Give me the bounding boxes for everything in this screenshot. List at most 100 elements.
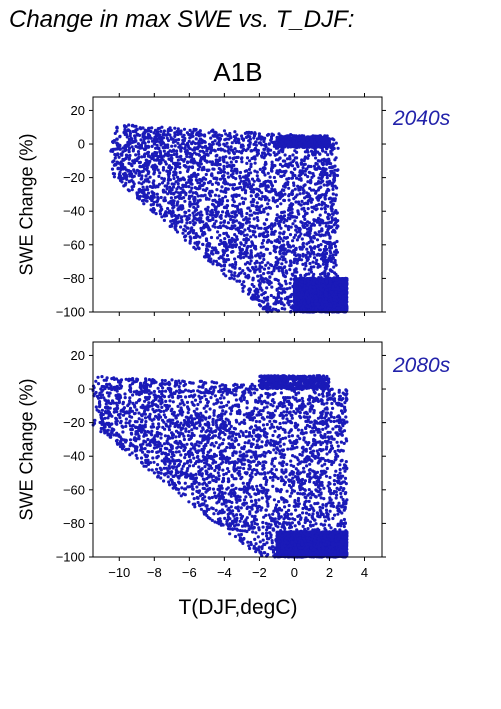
data-point bbox=[324, 224, 328, 228]
data-point bbox=[301, 241, 305, 245]
data-point bbox=[267, 205, 271, 209]
data-point bbox=[323, 173, 327, 177]
data-point bbox=[131, 123, 135, 127]
data-point bbox=[282, 251, 286, 255]
data-point bbox=[199, 210, 203, 214]
data-point bbox=[283, 307, 287, 311]
data-point bbox=[134, 130, 138, 134]
data-point bbox=[206, 248, 210, 252]
data-point bbox=[240, 160, 244, 164]
data-point bbox=[303, 221, 307, 226]
data-point bbox=[238, 202, 242, 206]
data-point bbox=[145, 168, 149, 172]
data-point bbox=[145, 185, 149, 189]
data-point bbox=[171, 185, 176, 189]
data-point bbox=[188, 213, 192, 217]
data-point bbox=[319, 185, 323, 189]
data-point bbox=[187, 139, 191, 143]
data-point bbox=[216, 230, 220, 234]
data-point bbox=[156, 203, 160, 207]
data-point bbox=[324, 267, 328, 271]
data-point bbox=[176, 175, 180, 179]
data-point bbox=[325, 180, 329, 184]
data-point bbox=[118, 135, 122, 139]
data-point bbox=[135, 168, 139, 172]
data-point bbox=[303, 162, 307, 166]
data-point bbox=[259, 251, 263, 255]
data-point bbox=[144, 196, 148, 200]
data-point bbox=[173, 126, 177, 130]
data-point bbox=[250, 156, 254, 161]
data-point bbox=[260, 241, 264, 245]
data-point bbox=[293, 173, 297, 178]
data-point bbox=[260, 191, 264, 195]
data-point bbox=[332, 177, 336, 181]
data-point bbox=[194, 152, 199, 156]
data-point bbox=[182, 183, 186, 188]
data-point bbox=[112, 159, 116, 163]
data-point bbox=[315, 258, 319, 262]
data-point bbox=[171, 137, 175, 141]
data-point bbox=[253, 161, 257, 165]
data-point bbox=[262, 222, 266, 226]
data-point bbox=[293, 141, 297, 145]
data-point bbox=[270, 160, 274, 164]
data-point bbox=[138, 164, 142, 168]
data-point bbox=[175, 155, 179, 159]
data-point bbox=[248, 288, 252, 292]
data-point bbox=[309, 270, 313, 274]
data-point bbox=[202, 223, 206, 227]
data-point bbox=[317, 220, 321, 225]
data-point bbox=[178, 170, 182, 175]
data-point bbox=[295, 144, 299, 148]
data-point bbox=[251, 183, 255, 187]
data-point bbox=[162, 129, 166, 133]
data-point bbox=[168, 178, 172, 182]
data-point bbox=[155, 184, 159, 188]
data-point bbox=[258, 264, 262, 268]
data-point bbox=[275, 152, 279, 156]
data-point bbox=[262, 231, 266, 235]
data-point bbox=[288, 157, 292, 161]
data-point bbox=[265, 196, 269, 200]
data-point bbox=[248, 159, 252, 163]
data-point bbox=[138, 187, 142, 191]
data-point bbox=[249, 131, 254, 135]
data-point bbox=[222, 174, 226, 178]
data-point bbox=[227, 151, 231, 155]
data-point bbox=[220, 185, 224, 189]
data-point bbox=[262, 280, 266, 284]
data-point bbox=[219, 221, 223, 225]
data-point bbox=[213, 193, 218, 197]
data-point bbox=[320, 271, 324, 276]
data-point bbox=[224, 214, 228, 218]
data-point bbox=[166, 132, 170, 136]
data-point bbox=[249, 253, 253, 257]
data-point bbox=[152, 167, 156, 171]
data-point bbox=[259, 286, 263, 290]
data-point bbox=[333, 168, 337, 172]
data-point bbox=[278, 300, 282, 304]
data-point bbox=[218, 233, 222, 237]
data-point bbox=[166, 192, 170, 196]
data-point bbox=[278, 231, 282, 235]
data-point bbox=[303, 209, 307, 213]
data-point bbox=[277, 235, 281, 239]
data-point bbox=[175, 220, 179, 224]
data-point bbox=[290, 211, 294, 215]
data-point bbox=[317, 230, 321, 234]
data-point bbox=[287, 227, 291, 232]
data-point bbox=[190, 132, 194, 136]
data-point bbox=[175, 187, 179, 191]
data-point bbox=[147, 180, 151, 184]
data-point bbox=[304, 261, 308, 265]
data-point bbox=[218, 215, 222, 219]
data-point bbox=[319, 207, 324, 211]
data-point bbox=[301, 262, 305, 266]
data-point bbox=[224, 180, 228, 184]
data-point bbox=[278, 220, 282, 224]
data-point bbox=[271, 196, 275, 200]
data-point bbox=[128, 153, 132, 158]
data-point bbox=[165, 136, 169, 140]
data-point bbox=[144, 174, 148, 178]
